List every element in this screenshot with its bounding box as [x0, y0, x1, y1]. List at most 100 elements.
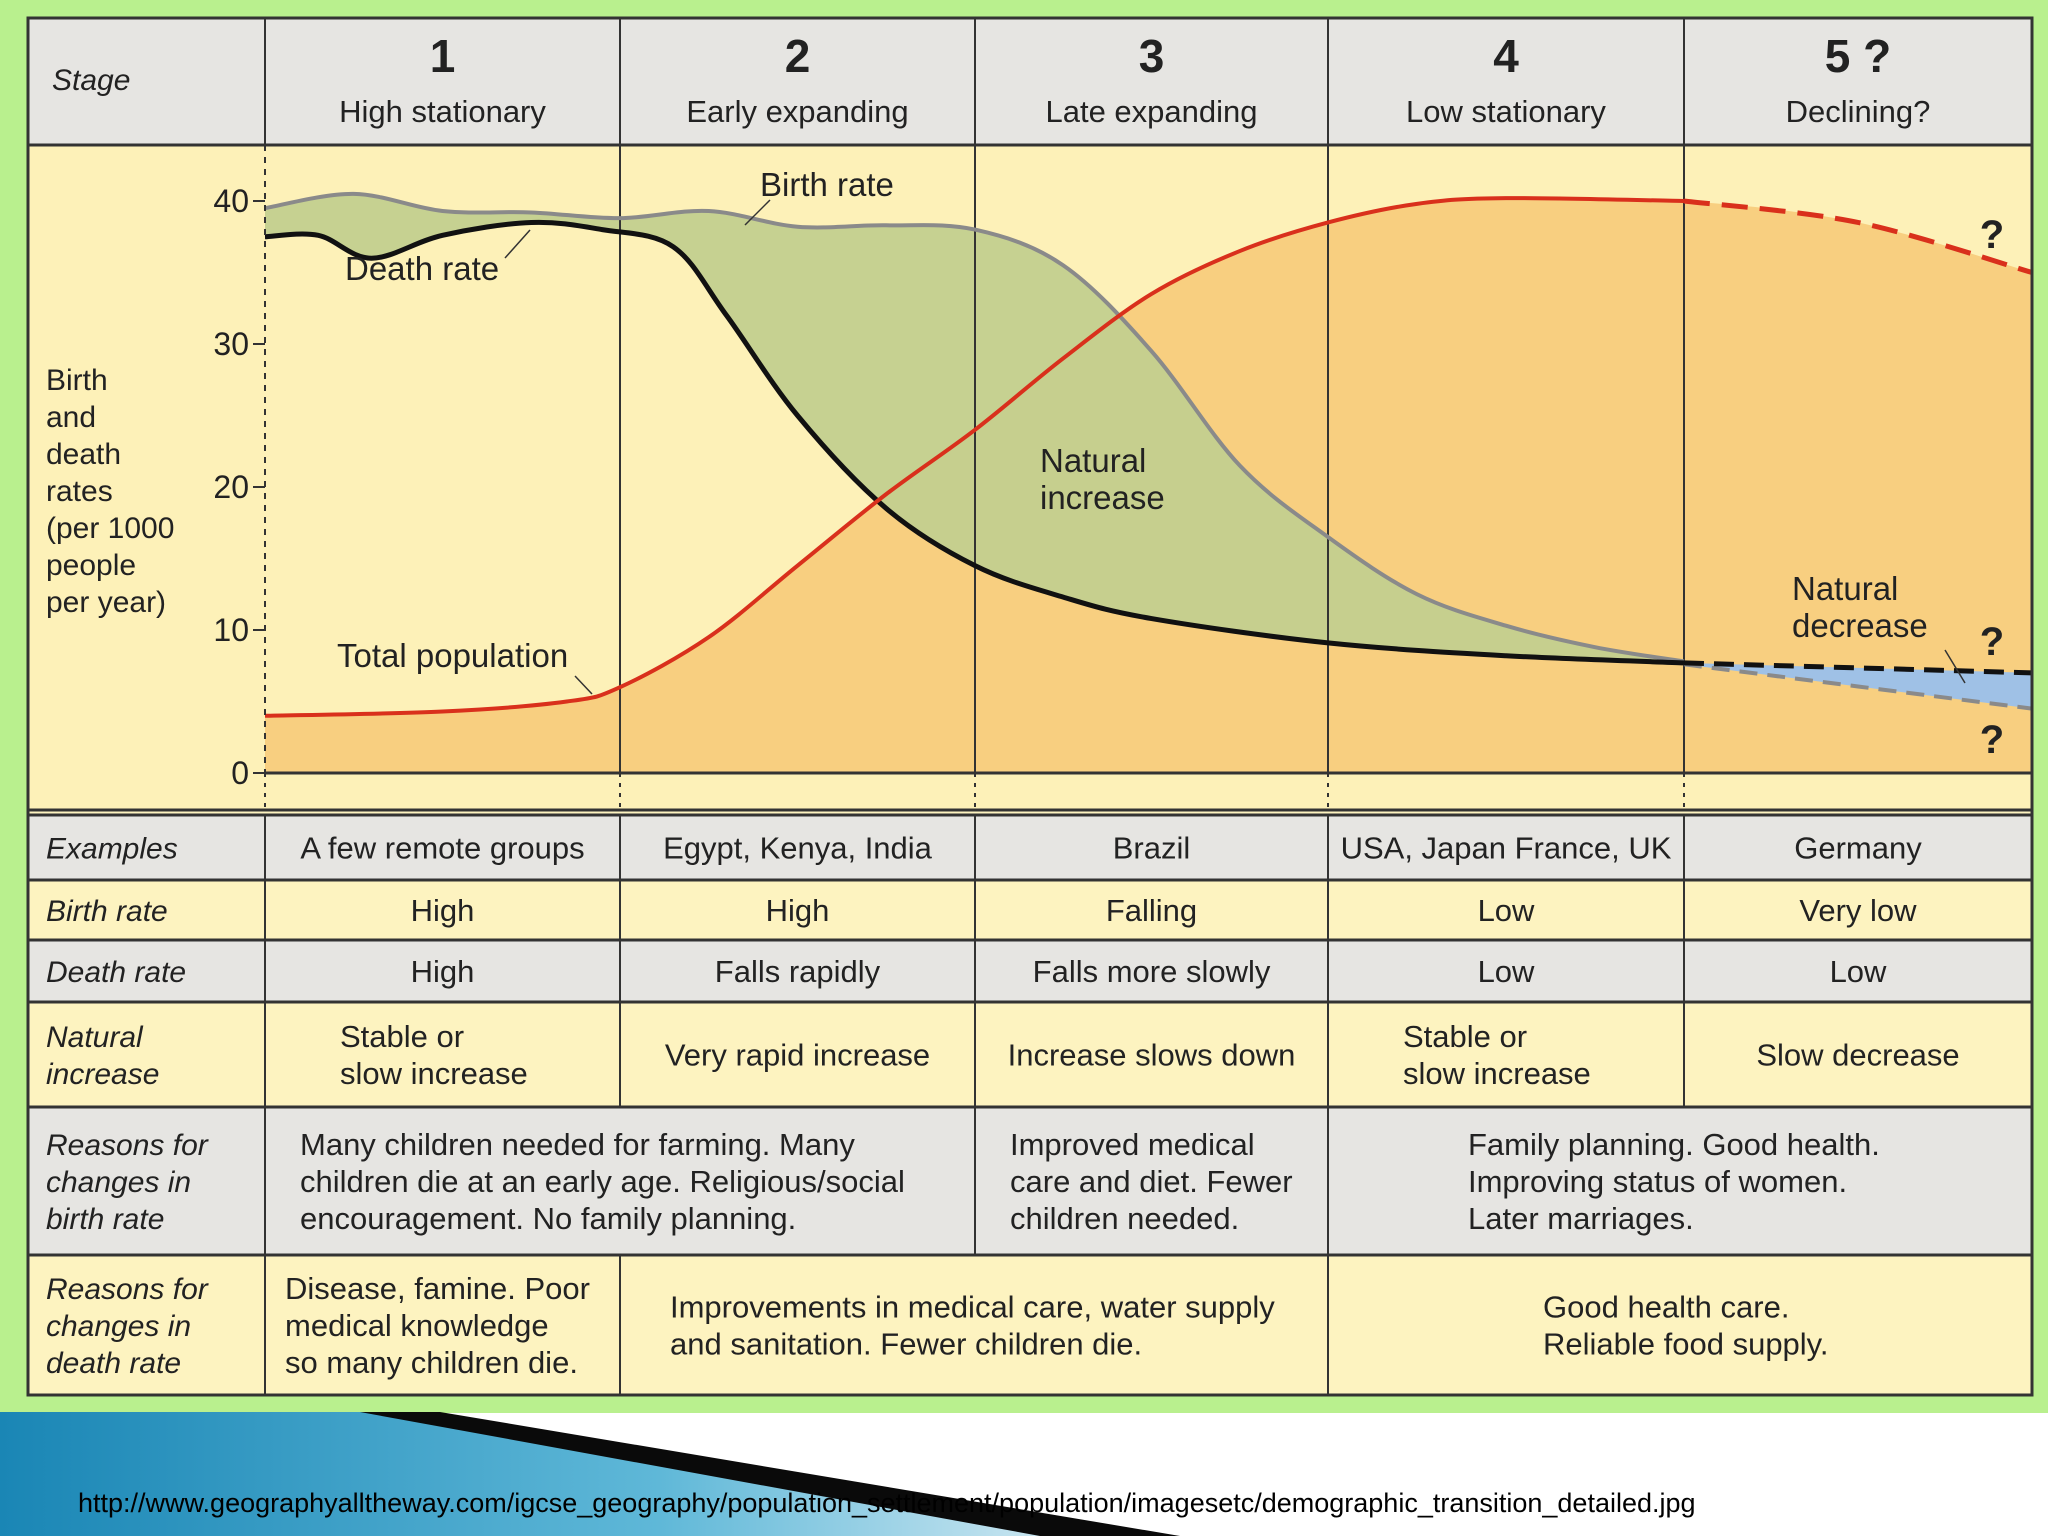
total-population-projected-line [1683, 198, 2033, 275]
table-row-5-cell-3-line-3: Later marriages. [1468, 1201, 1694, 1236]
y-axis-label-line-2: and [46, 401, 96, 434]
table-row-1-cell-3: Brazil [1113, 831, 1191, 866]
table-row-6-cell-3-line-1: Good health care. [1543, 1290, 1789, 1325]
table-row-3-bg [28, 940, 2032, 1002]
table-row-3-cell-4: Low [1478, 954, 1535, 989]
table-row-2-bg [28, 880, 2032, 940]
death-rate-annotation: Death rate [345, 250, 499, 287]
table-row-2-cell-5: Very low [1799, 893, 1917, 928]
table-row-5-cell-3-line-1: Family planning. Good health. [1468, 1127, 1880, 1162]
table-row-3-cell-3: Falls more slowly [1033, 954, 1271, 989]
table-row-5-cell-2-line-2: care and diet. Fewer [1010, 1164, 1293, 1199]
table-row-3-cell-1: High [411, 954, 475, 989]
y-axis-label-line-1: Birth [46, 364, 108, 397]
table-row-5-bg [28, 1107, 2032, 1255]
table-row-6-cell-1-line-2: medical knowledge [285, 1308, 549, 1343]
y-axis-label-line-6: people [46, 549, 136, 582]
stage-5-name: Declining? [1786, 94, 1931, 129]
table-row-1-cell-4: USA, Japan France, UK [1341, 831, 1672, 866]
table-row-5-cell-1-line-3: encouragement. No family planning. [300, 1201, 796, 1236]
birth-rate-leader [744, 199, 771, 226]
table-row-1-label-line-1: Examples [46, 833, 178, 866]
natural-increase-annotation-line-2: increase [1040, 479, 1165, 516]
birth-rate-line [264, 191, 1685, 664]
table-row-6-cell-3-line-2: Reliable food supply. [1543, 1327, 1829, 1362]
table-row-6-bg [28, 1255, 2032, 1395]
table-row-4-label-line-2: increase [46, 1058, 159, 1091]
stage-5-number: 5 ? [1825, 30, 1891, 82]
total-population-annotation: Total population [337, 637, 568, 674]
table-row-5-cell-2-line-3: children needed. [1010, 1201, 1239, 1236]
table-row-6-label-line-3: death rate [46, 1347, 181, 1380]
table-row-5-cell-1-line-1: Many children needed for farming. Many [300, 1127, 855, 1162]
natural-decrease-leader [1944, 649, 1966, 684]
y-tick-label-30: 30 [213, 326, 249, 362]
table-row-4-cell-5: Slow decrease [1756, 1038, 1959, 1073]
y-tick-label-10: 10 [213, 612, 249, 648]
natural-decrease-annotation-line-2: decrease [1792, 607, 1928, 644]
table-row-2-cell-2: High [766, 893, 830, 928]
footer-blue-wedge [0, 1412, 1100, 1536]
header-stage-label: Stage [52, 64, 130, 97]
stage-3-number: 3 [1139, 30, 1165, 82]
table-row-3-cell-5: Low [1830, 954, 1887, 989]
y-axis-label-line-4: rates [46, 475, 113, 508]
y-axis-label-line-7: per year) [46, 586, 166, 619]
y-tick-label-20: 20 [213, 469, 249, 505]
projected-death-rate-question-mark: ? [1980, 620, 2004, 664]
table-row-3-cell-2: Falls rapidly [715, 954, 881, 989]
natural-decrease-annotation-line-1: Natural [1792, 570, 1898, 607]
header-row-bg [28, 18, 2032, 145]
stage-3-name: Late expanding [1045, 94, 1257, 129]
table-row-4-cell-4-line-1: Stable or [1403, 1019, 1527, 1054]
figure-frame-border [26, 16, 2034, 1397]
table-row-6-cell-2-line-2: and sanitation. Fewer children die. [670, 1327, 1142, 1362]
stage-1-name: High stationary [339, 94, 546, 129]
total-population-line [264, 196, 1685, 718]
table-row-5-label-line-3: birth rate [46, 1203, 164, 1236]
projected-birth-rate-question-mark: ? [1980, 718, 2004, 762]
slide-footer-decoration [0, 1412, 1180, 1536]
table-row-3-label-line-1: Death rate [46, 956, 186, 989]
table-row-6-cell-2-line-1: Improvements in medical care, water supp… [670, 1290, 1275, 1325]
stage-1-number: 1 [430, 30, 456, 82]
source-url-caption: http://www.geographyalltheway.com/igcse_… [78, 1488, 1696, 1518]
stage-4-name: Low stationary [1406, 94, 1606, 129]
table-row-1-cell-1: A few remote groups [300, 831, 584, 866]
table-row-4-cell-2: Very rapid increase [665, 1038, 930, 1073]
table-row-6-cell-1-line-3: so many children die. [285, 1345, 578, 1380]
table-row-5-label-line-1: Reasons for [46, 1129, 209, 1162]
stage-2-number: 2 [785, 30, 811, 82]
table-row-2-cell-4: Low [1478, 893, 1535, 928]
birth-rate-projected-line [1683, 662, 2033, 711]
footer-black-wedge [360, 1412, 1180, 1536]
table-row-2-cell-1: High [411, 893, 475, 928]
table-row-6-label-line-1: Reasons for [46, 1273, 209, 1306]
birth-rate-annotation: Birth rate [760, 166, 894, 203]
stage-4-number: 4 [1493, 30, 1519, 82]
table-row-2-label-line-1: Birth rate [46, 895, 168, 928]
table-row-6-label-line-2: changes in [46, 1310, 191, 1343]
table-row-1-bg [28, 815, 2032, 880]
table-row-5-label-line-2: changes in [46, 1166, 191, 1199]
table-row-5-cell-3-line-2: Improving status of women. [1468, 1164, 1847, 1199]
death-rate-line [264, 219, 1685, 666]
table-row-5-cell-1-line-2: children die at an early age. Religious/… [300, 1164, 905, 1199]
demographic-transition-figure: Stage 1 High stationary 2 Early expanding 3 La… [26, 16, 2034, 1397]
table-row-4-cell-1-line-1: Stable or [340, 1019, 464, 1054]
total-population-leader [574, 675, 593, 695]
table-row-5-cell-2-line-1: Improved medical [1010, 1127, 1255, 1162]
y-tick-label-0: 0 [231, 755, 249, 791]
table-row-6-cell-1-line-1: Disease, famine. Poor [285, 1271, 590, 1306]
table-row-1-cell-5: Germany [1794, 831, 1922, 866]
table-row-1-cell-2: Egypt, Kenya, India [663, 831, 933, 866]
table-row-2-cell-3: Falling [1106, 893, 1197, 928]
death-rate-projected-line [1683, 660, 2033, 676]
y-axis-label-line-3: death [46, 438, 121, 471]
y-tick-label-40: 40 [213, 183, 249, 219]
table-row-4-label-line-1: Natural [46, 1021, 144, 1054]
table-row-4-cell-3: Increase slows down [1008, 1038, 1296, 1073]
table-row-4-bg [28, 1002, 2032, 1107]
death-rate-leader [504, 229, 531, 259]
table-row-4-cell-4-line-2: slow increase [1403, 1056, 1591, 1091]
